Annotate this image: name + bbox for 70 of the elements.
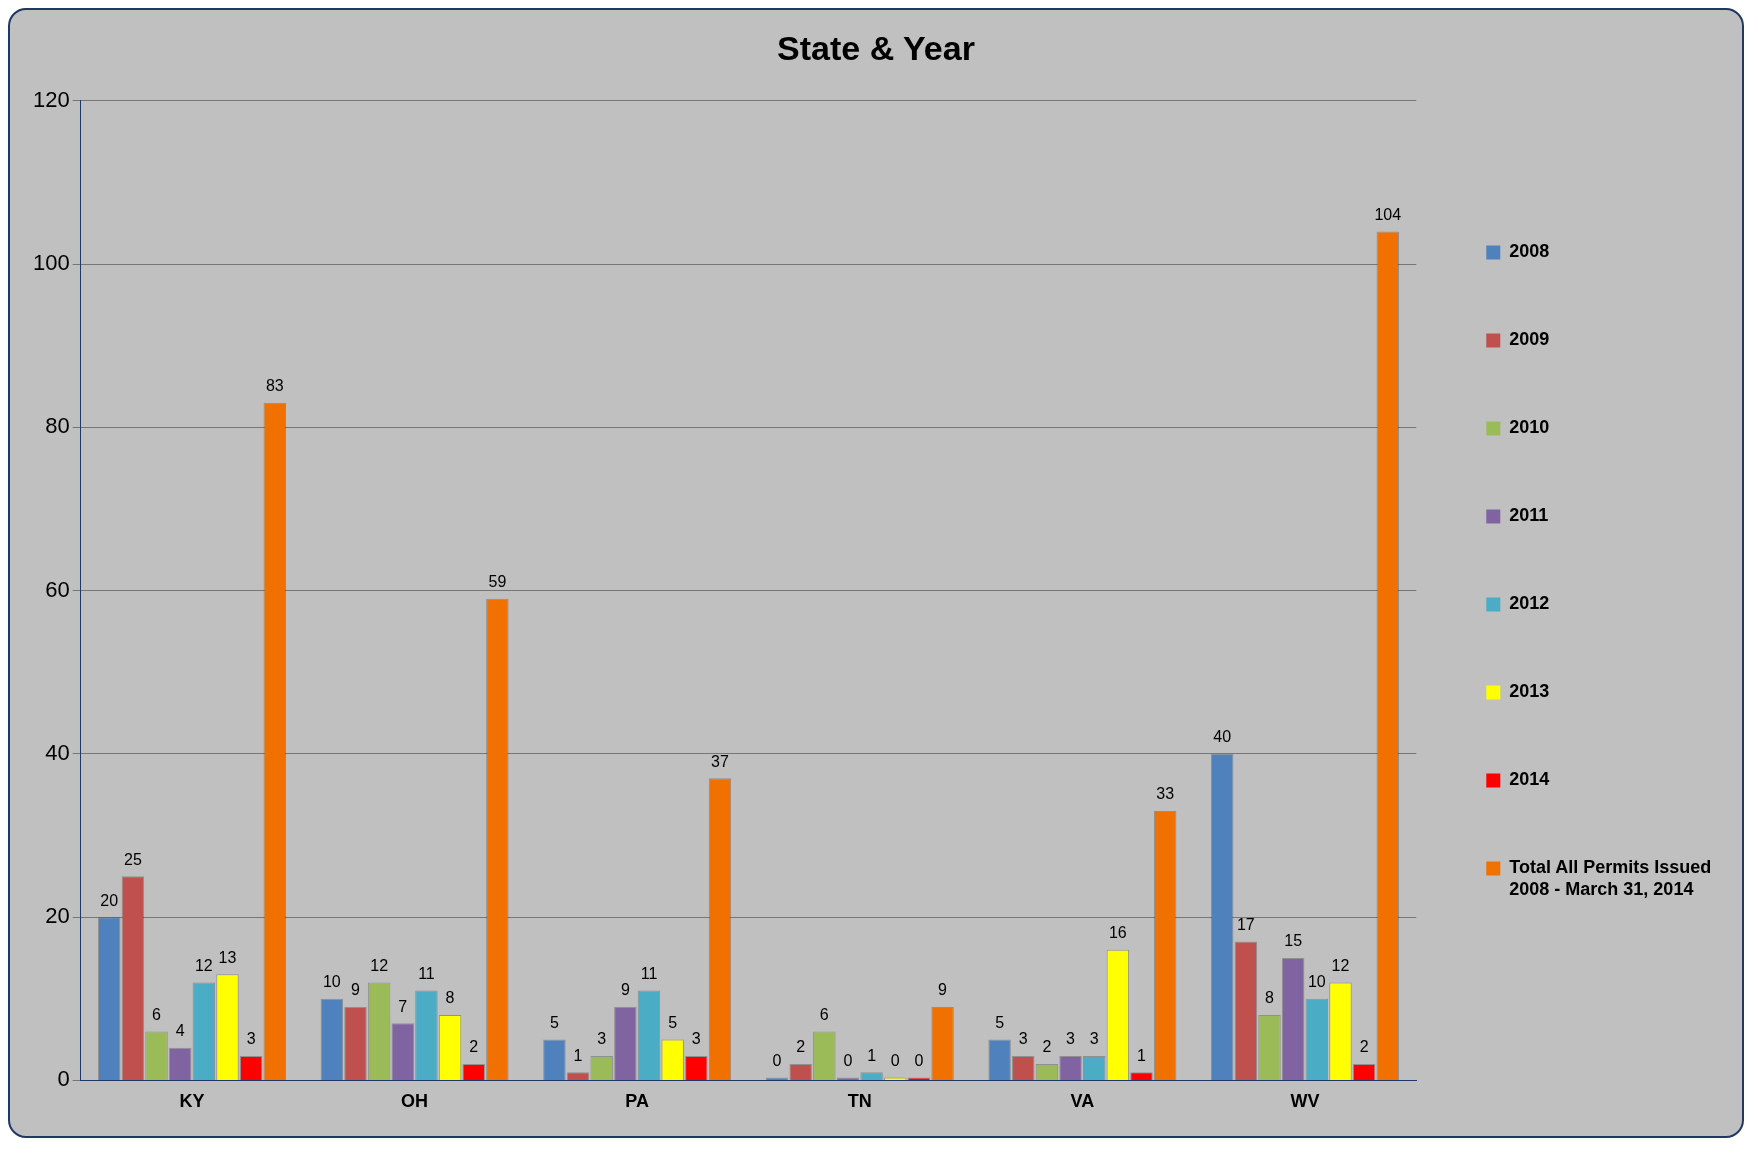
data-label: 37 (711, 752, 729, 770)
legend-label: Total All Permits Issued 2008 - March 31, 2014 (1509, 857, 1712, 899)
data-label: 3 (246, 1030, 256, 1048)
data-label: 3 (1018, 1030, 1028, 1048)
data-label: 17 (1236, 916, 1255, 934)
y-tick-label: 120 (32, 86, 70, 112)
y-tick-label: 0 (57, 1066, 70, 1092)
data-label: 11 (640, 965, 658, 983)
legend-label: 2013 (1509, 681, 1550, 702)
data-label: 13 (218, 948, 237, 966)
x-tick-label: WV (1290, 1091, 1320, 1112)
data-label: 5 (995, 1013, 1005, 1031)
data-label: 40 (1213, 728, 1232, 746)
data-label: 5 (549, 1013, 559, 1031)
data-label: 3 (691, 1030, 701, 1048)
legend-label: 2010 (1509, 417, 1550, 438)
data-label: 2 (796, 1038, 806, 1056)
data-label: 0 (772, 1051, 782, 1069)
data-label: 2 (1359, 1038, 1369, 1056)
legend-label: 2014 (1509, 769, 1550, 790)
data-label: 3 (1066, 1030, 1076, 1048)
y-tick-label: 40 (45, 739, 70, 765)
chart-title: State & Year (777, 28, 975, 67)
x-tick-label: TN (847, 1091, 872, 1112)
data-label: 83 (265, 377, 284, 395)
data-label: 8 (445, 989, 455, 1007)
data-label: 1 (573, 1046, 583, 1064)
data-label: 0 (914, 1051, 924, 1069)
legend-label: 2009 (1509, 329, 1550, 350)
legend-label: 2011 (1509, 505, 1549, 526)
data-label: 6 (152, 1005, 162, 1023)
legend-label: 2012 (1509, 593, 1550, 614)
x-tick-label: PA (625, 1091, 650, 1112)
data-label: 104 (1374, 205, 1402, 223)
y-tick-label: 20 (45, 903, 70, 929)
y-tick-label: 100 (32, 250, 70, 276)
data-label: 10 (322, 973, 341, 991)
data-label: 0 (843, 1051, 853, 1069)
data-label: 4 (175, 1022, 185, 1040)
data-label: 9 (620, 981, 630, 999)
data-label: 9 (351, 981, 361, 999)
x-tick-label: OH (401, 1091, 429, 1112)
data-label: 16 (1108, 924, 1127, 942)
y-tick-label: 60 (45, 576, 70, 602)
data-label: 20 (100, 891, 119, 909)
legend-label: 2008 (1509, 241, 1550, 262)
data-label: 3 (597, 1030, 607, 1048)
x-tick-label: VA (1070, 1091, 1095, 1112)
data-label: 25 (123, 850, 142, 868)
data-label: 12 (370, 956, 389, 974)
x-tick-label: KY (179, 1091, 205, 1112)
data-label: 59 (488, 573, 507, 591)
data-label: 3 (1089, 1030, 1099, 1048)
data-label: 1 (1137, 1046, 1147, 1064)
data-label: 15 (1284, 932, 1303, 950)
data-label: 2 (469, 1038, 479, 1056)
data-label: 11 (418, 965, 435, 983)
data-label: 6 (819, 1005, 829, 1023)
data-label: 12 (194, 956, 213, 974)
data-label: 1 (867, 1046, 877, 1064)
data-label: 5 (668, 1013, 678, 1031)
data-label: 2 (1042, 1038, 1052, 1056)
y-tick-label: 80 (45, 413, 70, 439)
data-label: 8 (1265, 989, 1275, 1007)
data-label: 10 (1307, 973, 1326, 991)
data-label: 12 (1331, 956, 1350, 974)
data-label: 9 (938, 981, 948, 999)
data-label: 0 (890, 1051, 900, 1069)
data-label: 7 (398, 997, 408, 1015)
data-label: 33 (1156, 785, 1175, 803)
